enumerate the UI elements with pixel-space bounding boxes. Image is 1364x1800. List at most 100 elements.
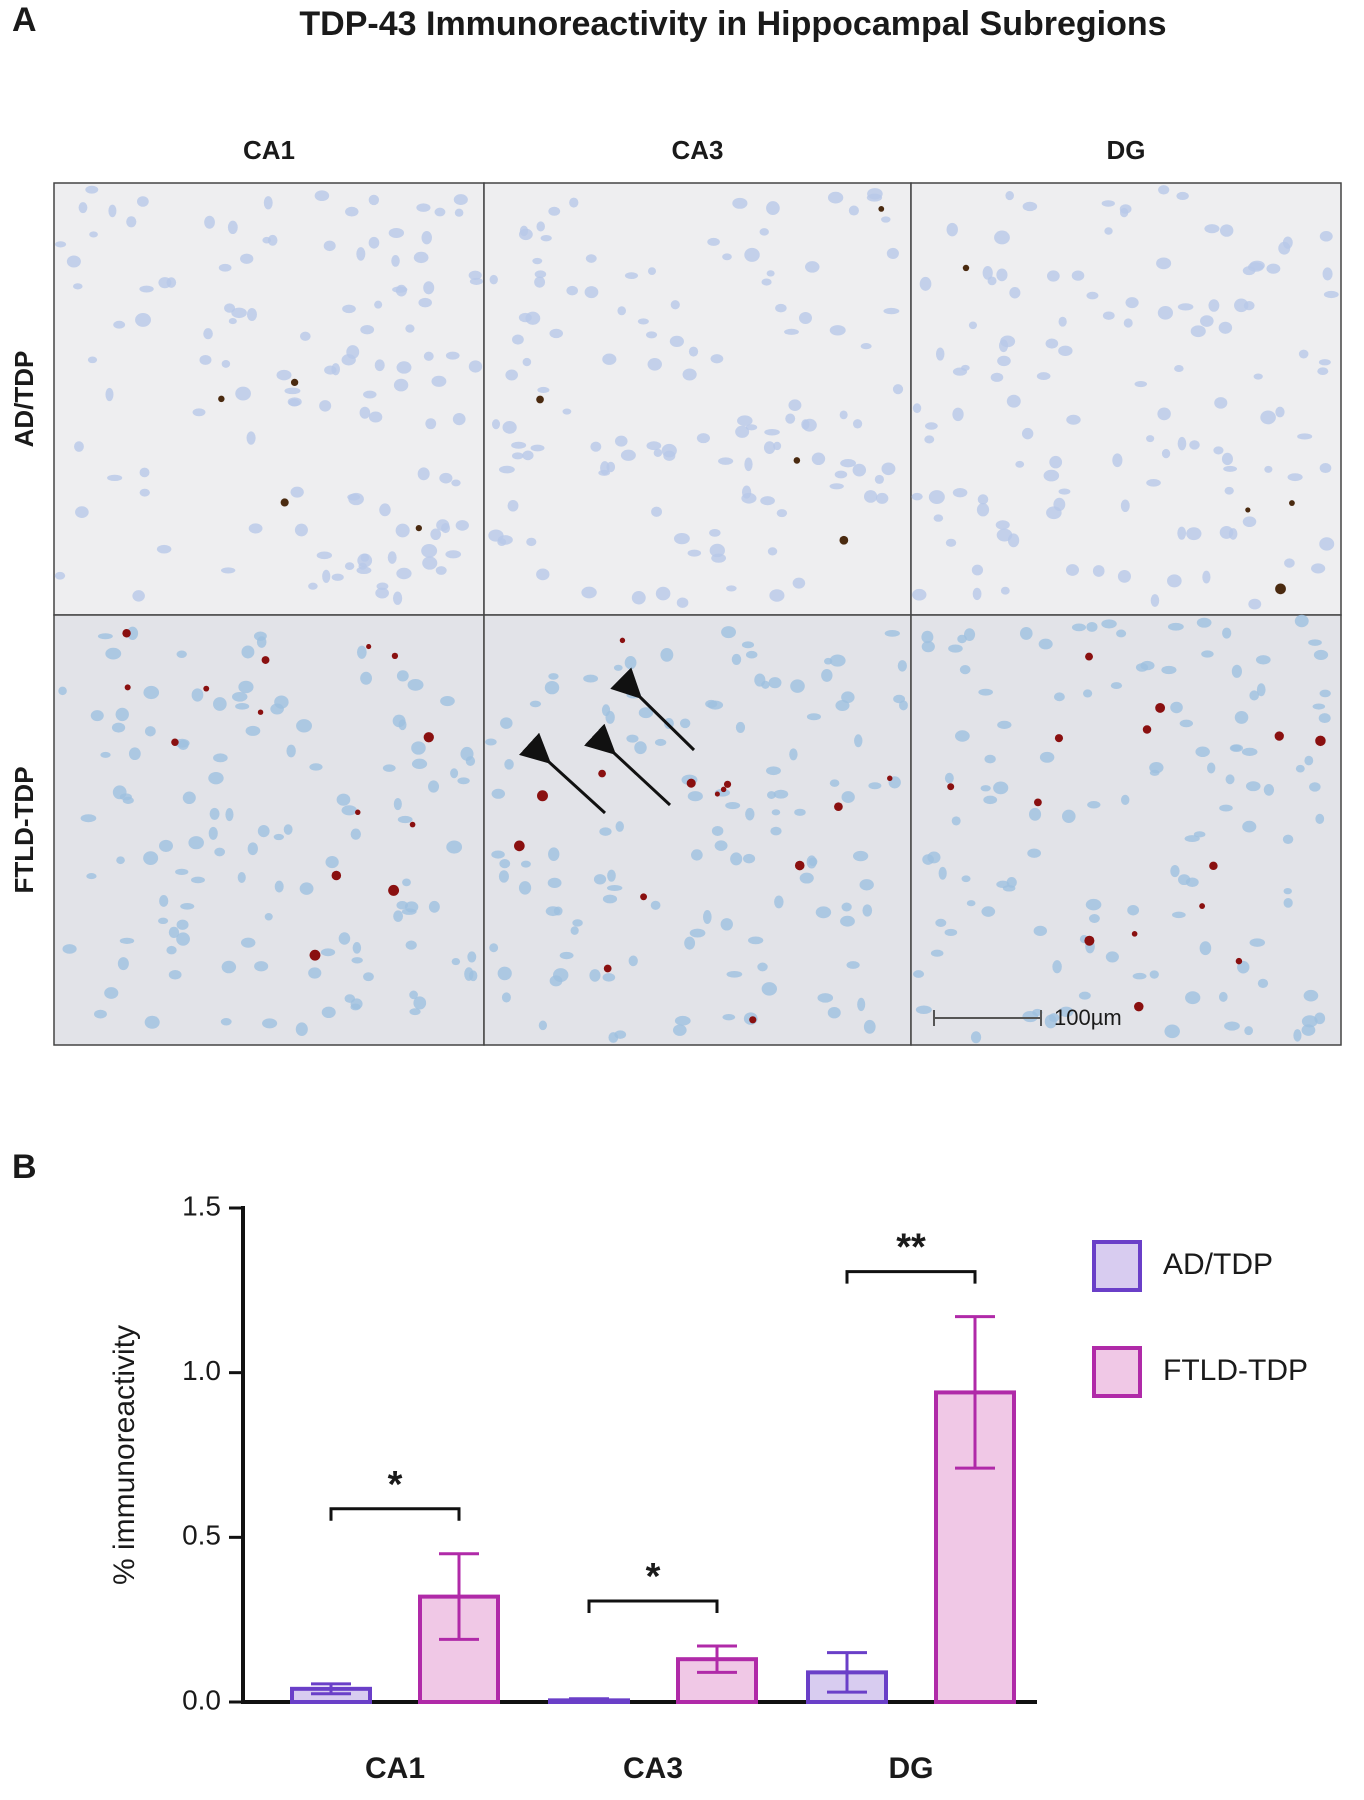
nucleus bbox=[1319, 231, 1333, 242]
nucleus bbox=[660, 648, 674, 662]
nucleus bbox=[722, 253, 732, 261]
nucleus bbox=[1253, 373, 1263, 380]
significance-label: ** bbox=[896, 1227, 926, 1269]
nucleus bbox=[725, 801, 741, 810]
nucleus bbox=[1260, 410, 1276, 425]
stain bbox=[603, 964, 612, 973]
nucleus bbox=[519, 225, 529, 237]
nucleus bbox=[990, 372, 1004, 382]
nucleus bbox=[670, 300, 680, 310]
nucleus bbox=[994, 230, 1010, 245]
nucleus bbox=[1170, 701, 1183, 714]
nucleus bbox=[1120, 499, 1130, 513]
nucleus bbox=[1249, 690, 1259, 701]
nucleus bbox=[428, 780, 440, 793]
nucleus bbox=[87, 356, 98, 364]
nucleus bbox=[1301, 1024, 1316, 1036]
nucleus bbox=[766, 201, 780, 216]
error-bar bbox=[955, 1315, 995, 1470]
nucleus bbox=[104, 987, 119, 999]
x-tick-label: CA3 bbox=[623, 1752, 683, 1785]
nucleus bbox=[374, 359, 385, 372]
nucleus bbox=[235, 386, 251, 401]
nucleus bbox=[240, 937, 256, 948]
nucleus bbox=[773, 789, 789, 799]
nucleus bbox=[504, 759, 514, 770]
nucleus bbox=[1088, 914, 1100, 923]
nucleus bbox=[350, 828, 361, 840]
nucleus bbox=[860, 343, 872, 350]
nucleus bbox=[1101, 619, 1117, 629]
nucleus bbox=[954, 730, 970, 742]
nucleus bbox=[1015, 460, 1025, 468]
nucleus bbox=[512, 334, 524, 345]
nucleus bbox=[374, 300, 383, 309]
nucleus bbox=[672, 1024, 687, 1036]
nucleus bbox=[267, 234, 278, 246]
nucleus bbox=[1022, 1010, 1039, 1023]
significance-label: * bbox=[388, 1464, 403, 1506]
nucleus bbox=[976, 502, 990, 517]
nucleus bbox=[105, 387, 114, 402]
nucleus bbox=[54, 241, 67, 248]
nucleus bbox=[721, 626, 736, 639]
nucleus bbox=[638, 707, 654, 719]
nucleus bbox=[709, 543, 725, 558]
nucleus bbox=[1117, 569, 1131, 583]
nucleus bbox=[1278, 241, 1291, 255]
nucleus bbox=[1275, 406, 1285, 418]
nucleus bbox=[1027, 848, 1042, 858]
nucleus bbox=[225, 808, 234, 822]
nucleus bbox=[1058, 345, 1073, 356]
row-label: AD/TDP bbox=[9, 351, 39, 448]
nucleus bbox=[402, 878, 411, 887]
stain bbox=[391, 652, 399, 659]
nucleus bbox=[344, 562, 355, 570]
nucleus bbox=[86, 873, 97, 880]
nucleus bbox=[928, 490, 945, 505]
nucleus bbox=[421, 231, 432, 245]
legend-label: FTLD-TDP bbox=[1163, 1354, 1308, 1387]
nucleus bbox=[761, 278, 772, 286]
nucleus bbox=[276, 369, 292, 381]
nucleus bbox=[745, 424, 758, 431]
nucleus bbox=[951, 816, 961, 826]
nucleus bbox=[915, 1005, 932, 1015]
nucleus bbox=[445, 351, 460, 360]
nucleus bbox=[1319, 537, 1335, 551]
nucleus bbox=[445, 550, 462, 559]
nucleus bbox=[405, 940, 417, 950]
nucleus bbox=[1248, 598, 1262, 610]
nucleus bbox=[1309, 782, 1321, 792]
nucleus bbox=[1284, 558, 1295, 568]
nucleus bbox=[921, 630, 934, 644]
stain bbox=[1245, 507, 1251, 513]
nucleus bbox=[854, 734, 863, 748]
stain bbox=[261, 656, 270, 664]
nucleus bbox=[628, 955, 638, 967]
nucleus bbox=[912, 403, 922, 414]
nucleus bbox=[614, 1030, 627, 1039]
nucleus bbox=[881, 462, 896, 476]
nucleus bbox=[1318, 359, 1331, 366]
nucleus bbox=[689, 928, 706, 938]
nucleus bbox=[156, 544, 172, 554]
nucleus bbox=[1036, 372, 1051, 381]
nucleus bbox=[1322, 267, 1333, 281]
nucleus bbox=[720, 918, 733, 931]
nucleus bbox=[859, 879, 874, 891]
nucleus bbox=[789, 748, 798, 761]
nucleus bbox=[1287, 473, 1303, 482]
nucleus bbox=[548, 847, 560, 862]
nucleus bbox=[1257, 978, 1269, 989]
nucleus bbox=[203, 328, 213, 340]
nucleus bbox=[320, 948, 336, 957]
nucleus bbox=[1219, 804, 1233, 812]
nucleus bbox=[1110, 682, 1123, 690]
nucleus bbox=[540, 234, 552, 242]
stain bbox=[793, 457, 801, 464]
nucleus bbox=[321, 1006, 336, 1019]
nucleus bbox=[972, 587, 982, 601]
nucleus bbox=[1022, 201, 1038, 212]
nucleus bbox=[682, 368, 697, 381]
